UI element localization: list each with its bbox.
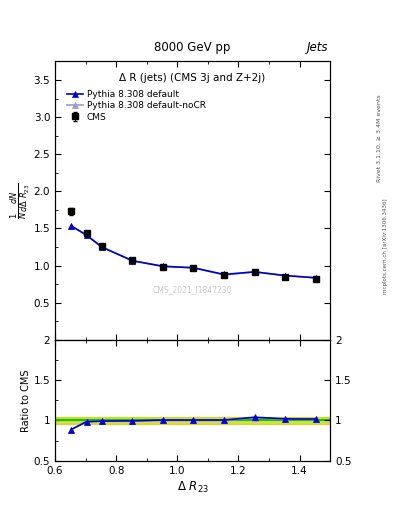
Pythia 8.308 default bbox=[99, 244, 104, 250]
Pythia 8.308 default bbox=[252, 269, 257, 275]
Line: Pythia 8.308 default-noCR: Pythia 8.308 default-noCR bbox=[68, 223, 319, 281]
Pythia 8.308 default-noCR bbox=[84, 232, 89, 238]
Pythia 8.308 default bbox=[283, 272, 288, 279]
Pythia 8.308 default-noCR bbox=[191, 265, 196, 271]
Pythia 8.308 default-noCR bbox=[69, 223, 73, 229]
Pythia 8.308 default bbox=[191, 265, 196, 271]
Pythia 8.308 default-noCR bbox=[99, 244, 104, 250]
Pythia 8.308 default-noCR bbox=[222, 272, 226, 278]
Text: CMS_2021_I1847230: CMS_2021_I1847230 bbox=[153, 285, 232, 294]
Pythia 8.308 default-noCR bbox=[252, 269, 257, 275]
Text: mcplots.cern.ch [arXiv:1306.3436]: mcplots.cern.ch [arXiv:1306.3436] bbox=[383, 198, 387, 293]
Text: 8000 GeV pp: 8000 GeV pp bbox=[154, 41, 231, 54]
Y-axis label: Ratio to CMS: Ratio to CMS bbox=[21, 369, 31, 432]
Pythia 8.308 default bbox=[161, 263, 165, 269]
Text: Jets: Jets bbox=[307, 41, 328, 54]
Pythia 8.308 default bbox=[222, 271, 226, 278]
Legend: Pythia 8.308 default, Pythia 8.308 default-noCR, CMS: Pythia 8.308 default, Pythia 8.308 defau… bbox=[65, 88, 208, 123]
Pythia 8.308 default bbox=[84, 232, 89, 238]
Line: Pythia 8.308 default: Pythia 8.308 default bbox=[68, 223, 319, 281]
Pythia 8.308 default bbox=[313, 275, 318, 281]
Pythia 8.308 default bbox=[69, 223, 73, 229]
Pythia 8.308 default-noCR bbox=[313, 275, 318, 281]
X-axis label: $\Delta\ R_{23}$: $\Delta\ R_{23}$ bbox=[177, 480, 208, 495]
Pythia 8.308 default-noCR bbox=[161, 263, 165, 269]
Text: Rivet 3.1.10, ≥ 3.4M events: Rivet 3.1.10, ≥ 3.4M events bbox=[377, 94, 382, 182]
Y-axis label: $\frac{1}{N}\frac{dN}{d\Delta\ R_{23}}$: $\frac{1}{N}\frac{dN}{d\Delta\ R_{23}}$ bbox=[9, 182, 32, 219]
Text: Δ R (jets) (CMS 3j and Z+2j): Δ R (jets) (CMS 3j and Z+2j) bbox=[119, 73, 266, 82]
Pythia 8.308 default-noCR bbox=[283, 272, 288, 279]
Pythia 8.308 default bbox=[130, 258, 135, 264]
Pythia 8.308 default-noCR bbox=[130, 258, 135, 264]
